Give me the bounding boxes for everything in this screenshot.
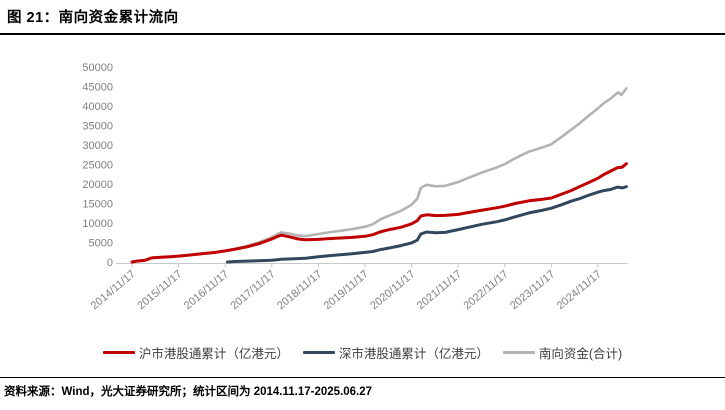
- legend-line-swatch-gray: [502, 351, 535, 354]
- y-tick-label: 35000: [82, 121, 113, 133]
- y-tick-label: 40000: [82, 101, 113, 113]
- legend-line-swatch-red: [102, 351, 135, 354]
- y-tick-label: 50000: [82, 62, 113, 74]
- chart-legend: 沪市港股通累计（亿港元） 深市港股通累计（亿港元） 南向资金(合计): [0, 343, 725, 362]
- legend-label: 深市港股通累计（亿港元）: [338, 347, 489, 361]
- y-tick-label: 20000: [82, 179, 113, 191]
- series-line-1: [226, 185, 628, 264]
- y-tick-label: 25000: [82, 160, 113, 172]
- x-tick-label: 2022/11/17: [461, 268, 510, 312]
- series-line-2: [130, 87, 628, 264]
- x-axis: [116, 263, 628, 268]
- legend-item-shenzhen-connect: 深市港股通累计（亿港元）: [302, 343, 489, 362]
- figure-title: 图 21：南向资金累计流向: [7, 10, 179, 26]
- y-axis-labels: 0 5000 10000 15000 20000 25000 30000 35000 40000…: [82, 62, 113, 269]
- legend-label: 沪市港股通累计（亿港元）: [138, 347, 289, 361]
- x-tick-label: 2018/11/17: [275, 268, 324, 312]
- x-axis-labels: 2014/11/172015/11/172016/11/172017/11/17…: [89, 268, 604, 312]
- y-tick-label: 45000: [82, 82, 113, 94]
- y-tick-label: 15000: [82, 199, 113, 211]
- x-tick-label: 2016/11/17: [182, 268, 231, 312]
- x-tick-label: 2014/11/17: [89, 268, 138, 312]
- y-tick-label: 0: [107, 257, 113, 269]
- x-tick-label: 2017/11/17: [228, 268, 277, 312]
- y-tick-label: 10000: [82, 218, 113, 230]
- legend-item-southbound-total: 南向资金(合计): [502, 343, 623, 362]
- x-tick-label: 2020/11/17: [368, 268, 417, 312]
- x-tick-label: 2019/11/17: [322, 268, 371, 312]
- x-tick-label: 2021/11/17: [415, 268, 464, 312]
- legend-label: 南向资金(合计): [538, 347, 623, 361]
- x-tick-label: 2024/11/17: [555, 268, 604, 312]
- x-tick-label: 2023/11/17: [508, 268, 557, 312]
- legend-line-swatch-navy: [302, 351, 335, 354]
- footer-divider: [0, 377, 725, 378]
- source-note: 资料来源：Wind，光大证券研究所；统计区间为 2014.11.17-2025.…: [4, 386, 372, 398]
- y-tick-label: 5000: [89, 238, 113, 250]
- legend-item-shanghai-connect: 沪市港股通累计（亿港元）: [102, 343, 289, 362]
- x-tick-label: 2015/11/17: [135, 268, 184, 312]
- title-divider: [0, 33, 725, 35]
- y-tick-label: 30000: [82, 140, 113, 152]
- series-line-0: [130, 162, 628, 264]
